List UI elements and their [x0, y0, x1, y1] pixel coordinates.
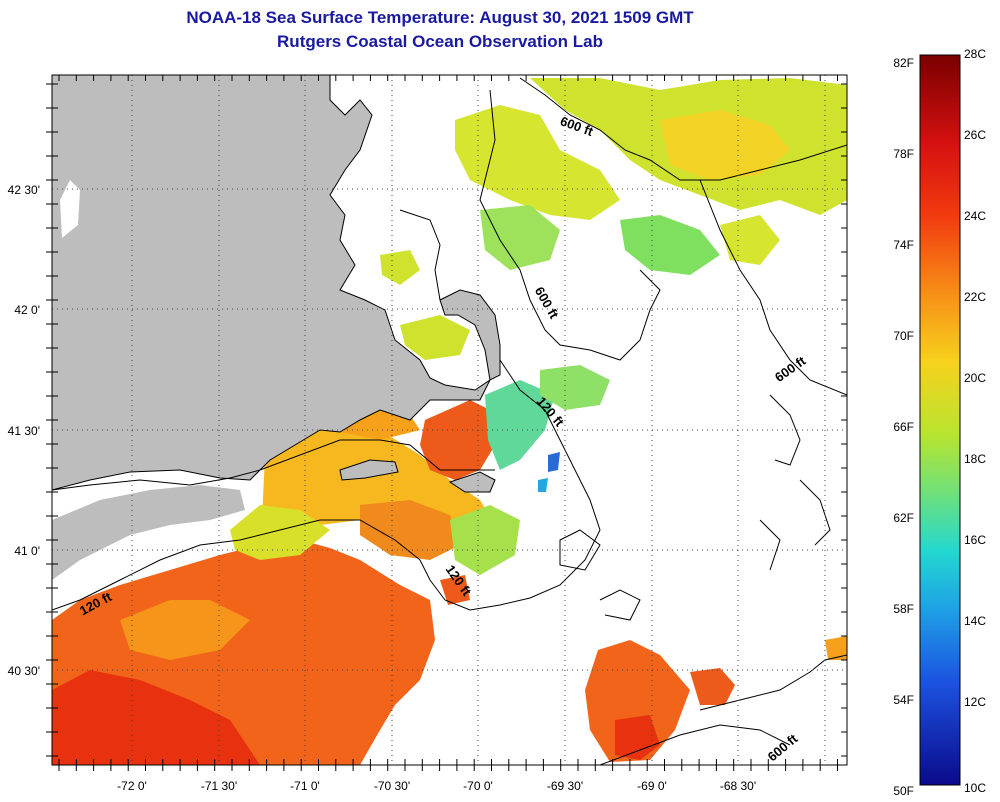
- lat-axis-labels: 42 30' 42 0' 41 30' 41 0' 40 30': [8, 183, 40, 678]
- legend-c-label: 22C: [964, 290, 986, 304]
- legend-f-label: 58F: [893, 602, 914, 616]
- legend-colorbar: [919, 54, 961, 786]
- legend-c-label: 16C: [964, 533, 986, 547]
- legend-f-label: 62F: [893, 511, 914, 525]
- lon-tick-label: -70 0': [463, 779, 493, 793]
- lon-tick-label: -68 30': [720, 779, 756, 793]
- lat-tick-label: 41 0': [14, 544, 40, 558]
- lon-tick-label: -69 0': [637, 779, 667, 793]
- legend-c-label: 14C: [964, 614, 986, 628]
- legend-c-label: 18C: [964, 452, 986, 466]
- lon-tick-label: -71 0': [290, 779, 320, 793]
- land-mass: [52, 75, 501, 580]
- legend-f-label: 54F: [893, 693, 914, 707]
- lon-tick-label: -70 30': [374, 779, 410, 793]
- legend-celsius-labels: 28C 26C 24C 22C 20C 18C 16C 14C 12C 10C: [964, 47, 986, 795]
- depth-contours: [52, 77, 847, 765]
- title-line-1: NOAA-18 Sea Surface Temperature: August …: [186, 8, 694, 27]
- legend-f-label: 50F: [893, 784, 914, 798]
- legend-c-label: 28C: [964, 47, 986, 61]
- legend-f-label: 66F: [893, 420, 914, 434]
- legend-f-label: 70F: [893, 329, 914, 343]
- lon-tick-label: -69 30': [547, 779, 583, 793]
- lat-tick-label: 41 30': [8, 424, 40, 438]
- axis-ticks: [46, 75, 847, 771]
- lon-tick-label: -71 30': [201, 779, 237, 793]
- title-line-2: Rutgers Coastal Ocean Observation Lab: [277, 32, 603, 51]
- map-title: NOAA-18 Sea Surface Temperature: August …: [0, 6, 880, 54]
- graticule: [52, 75, 847, 765]
- legend-f-label: 78F: [893, 147, 914, 161]
- legend-f-label: 82F: [893, 56, 914, 70]
- lat-tick-label: 42 30': [8, 183, 40, 197]
- lon-axis-labels: -72 0' -71 30' -71 0' -70 30' -70 0' -69…: [117, 779, 756, 793]
- legend-c-label: 20C: [964, 371, 986, 385]
- lon-tick-label: -72 0': [117, 779, 147, 793]
- legend-f-label: 74F: [893, 238, 914, 252]
- legend-c-label: 12C: [964, 695, 986, 709]
- lat-tick-label: 42 0': [14, 303, 40, 317]
- legend-c-label: 24C: [964, 209, 986, 223]
- lat-tick-label: 40 30': [8, 664, 40, 678]
- legend-c-label: 10C: [964, 781, 986, 795]
- legend-fahrenheit-labels: 82F 78F 74F 70F 66F 62F 58F 54F 50F: [893, 56, 914, 798]
- sst-data: [52, 78, 847, 765]
- legend-c-label: 26C: [964, 128, 986, 142]
